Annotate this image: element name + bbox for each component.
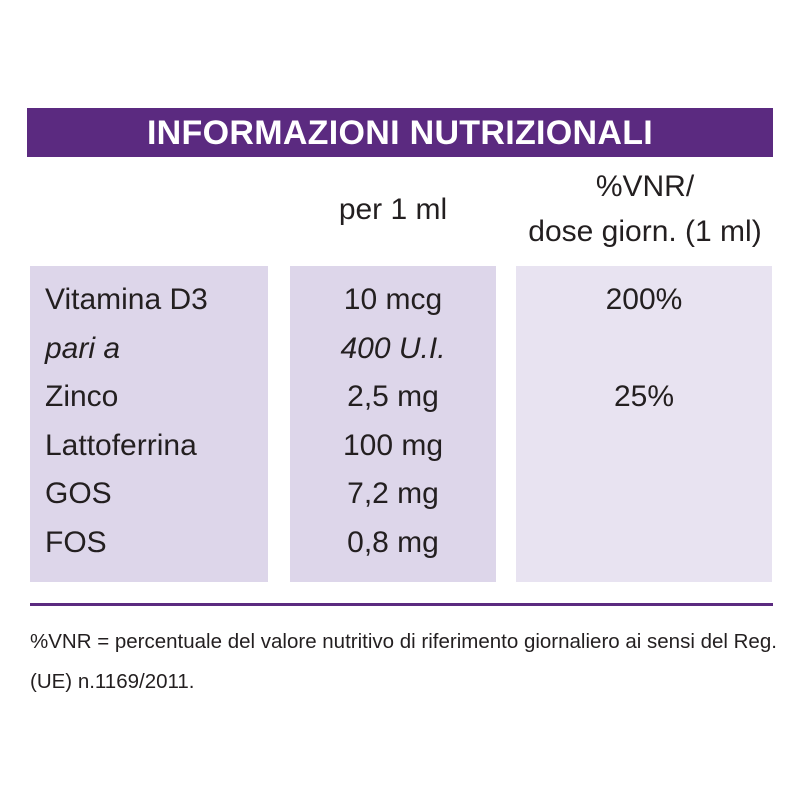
row-name: Zinco: [45, 380, 119, 414]
row-amount: 100 mg: [342, 428, 444, 462]
row-amount: 10 mcg: [343, 283, 443, 316]
footnote: (UE) n.1169/2011.: [30, 670, 195, 693]
row-name: Vitamina D3: [45, 283, 208, 316]
row-amount: 2,5 mg: [347, 380, 439, 414]
row-amount: 400 U.I.: [340, 331, 446, 365]
row-name: pari a: [45, 331, 121, 365]
name-column: [30, 266, 268, 582]
footnote: %VNR = percentuale del valore nutritivo …: [30, 630, 777, 653]
row-name: FOS: [45, 526, 107, 559]
title: INFORMAZIONI NUTRIZIONALI: [146, 114, 654, 152]
row-amount: 7,2 mg: [347, 477, 439, 511]
vnr-column: [516, 266, 772, 582]
divider: [30, 603, 773, 606]
amount-header: per 1 ml: [338, 193, 448, 226]
vnr-header: %VNR/: [595, 170, 695, 203]
title-bar: [27, 108, 773, 157]
row-name: GOS: [45, 477, 112, 511]
vnr-header: dose giorn. (1 ml): [528, 215, 762, 248]
row-name: Lattoferrina: [45, 428, 197, 462]
amount-column: [290, 266, 496, 582]
row-amount: 0,8 mg: [347, 526, 439, 559]
row-vnr: 25%: [613, 380, 675, 414]
row-vnr: 200%: [605, 283, 683, 316]
